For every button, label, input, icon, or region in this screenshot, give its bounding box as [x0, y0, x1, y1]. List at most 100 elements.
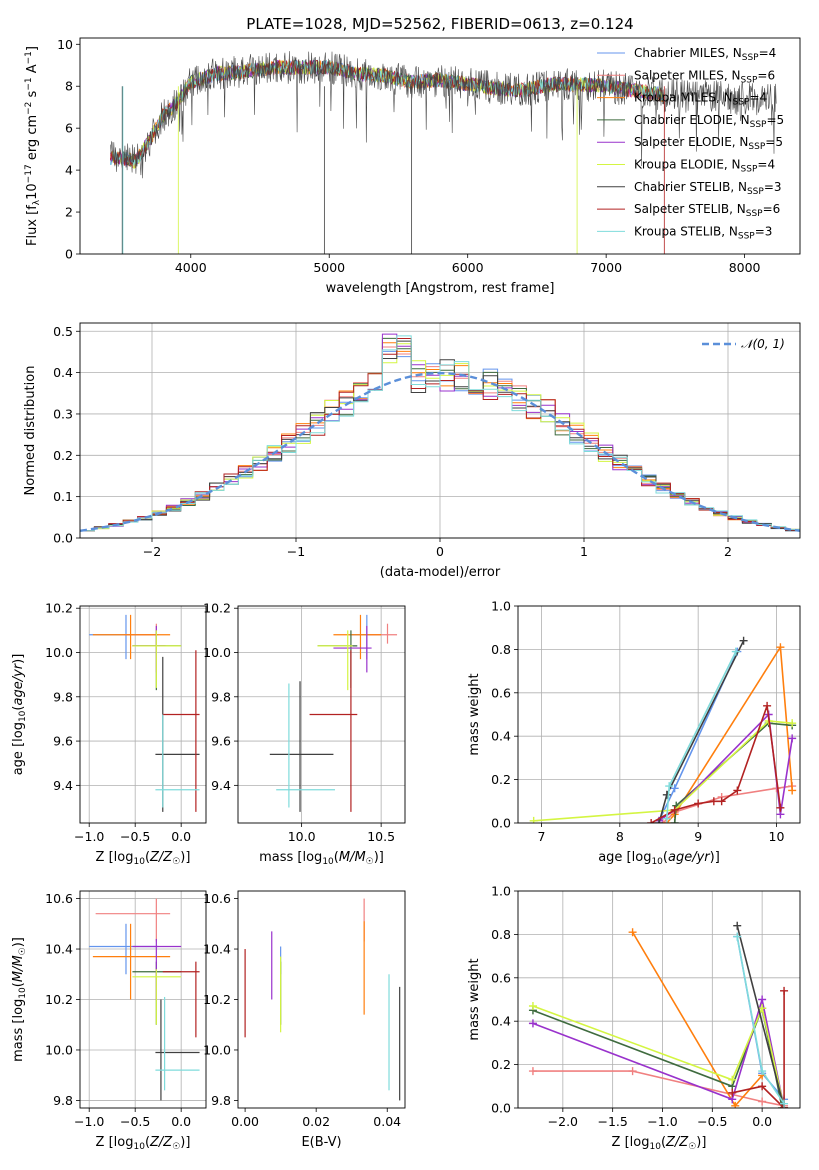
age-vs-z-ytick-label: 10.2 [45, 601, 73, 616]
massweight-vs-age-xtick-label: 7 [538, 829, 546, 844]
spectrum-legend: Chabrier MILES, NSSP=4 Salpeter MILES, NS… [597, 46, 784, 241]
legend-entry: Salpeter STELIB, NSSP=6 [634, 202, 780, 219]
age-vs-z-ytick-label: 9.4 [53, 778, 73, 793]
legend-entry: Kroupa MILES, NSSP=4 [634, 91, 767, 108]
massweight-marker [709, 797, 718, 806]
age-vs-z-xtick-label: 0.0 [171, 829, 191, 844]
age-vs-mass-ytick-label: 9.4 [211, 778, 231, 793]
massweight-vs-age-ytick-label: 0.6 [491, 685, 511, 700]
massweight-vs-age-xtick-label: 10 [769, 829, 785, 844]
massweight-vs-z-xtick-label: −1.5 [597, 1114, 627, 1129]
legend-entry: Chabrier MILES, NSSP=4 [634, 46, 776, 63]
spectrum-ytick-label: 8 [65, 79, 73, 94]
mass-vs-z-xlabel: Z [log10(Z/Z☉)] [96, 1135, 191, 1152]
spectrum-ytick-label: 0 [65, 247, 73, 262]
massweight-marker [628, 1067, 637, 1076]
spectrum-xtick-label: 5000 [313, 260, 345, 275]
massweight-vs-z-ytick-label: 0.8 [491, 927, 511, 942]
age-vs-mass-xtick-label: 10.5 [367, 829, 395, 844]
massweight-series [532, 999, 785, 1108]
massweight-marker [694, 799, 703, 808]
age-vs-z-xtick-label: −1.0 [74, 829, 104, 844]
massweight-marker [529, 816, 538, 823]
massweight-marker [733, 786, 742, 795]
residuals-xtick-label: −2 [143, 544, 161, 559]
mass-vs-ebv-ytick-label: 10.6 [203, 891, 231, 906]
mass-vs-ebv-frame [237, 890, 406, 1109]
legend-entry: Kroupa STELIB, NSSP=3 [634, 224, 772, 241]
massweight-vs-z-ytick-label: 0.0 [491, 1101, 511, 1116]
mass-vs-z-frame [79, 890, 207, 1109]
massweight-vs-age-xlabel: age [log10(age/yr)] [598, 850, 720, 867]
massweight-vs-z-ytick-label: 1.0 [491, 884, 511, 899]
massweight-marker [758, 1067, 767, 1076]
massweight-vs-age-ytick-label: 0.0 [491, 816, 511, 831]
age-vs-z-ytick-label: 10.0 [45, 645, 73, 660]
age-vs-mass-xtick-label: 10.0 [288, 829, 316, 844]
spectrum-line [110, 51, 777, 179]
legend-entry: Chabrier ELODIE, NSSP=5 [634, 113, 784, 130]
spectrum-xtick-label: 8000 [729, 260, 761, 275]
massweight-vs-z-plot-area [518, 891, 800, 1108]
spectrum-xtick-label: 7000 [590, 260, 622, 275]
massweight-marker [758, 1097, 767, 1106]
age-vs-z-xtick-label: −0.5 [120, 829, 150, 844]
massweight-marker [528, 1019, 537, 1028]
massweight-vs-age-ytick-label: 0.8 [491, 642, 511, 657]
residuals-xtick-label: 2 [724, 544, 732, 559]
massweight-marker [662, 814, 671, 823]
histogram-series [80, 335, 800, 532]
massweight-marker [731, 647, 740, 656]
age-vs-mass-xlabel: mass [log10(M/M☉)] [259, 850, 384, 867]
spectrum-ylabel: Flux [fλ10−17 erg cm−2 s−1 A−1] [24, 46, 42, 246]
massweight-marker [780, 1099, 789, 1108]
mass-vs-z-xtick-label: 0.0 [171, 1114, 191, 1129]
legend-entry: Kroupa ELODIE, NSSP=4 [634, 158, 775, 175]
massweight-vs-age-ytick-label: 0.2 [491, 772, 511, 787]
legend-entry: Chabrier STELIB, NSSP=3 [634, 180, 782, 197]
massweight-vs-z-ytick-label: 0.2 [491, 1057, 511, 1072]
massweight-vs-z-data [528, 921, 789, 1108]
residuals-xlabel: (data-model)/error [380, 565, 501, 580]
massweight-marker [733, 921, 742, 930]
age-vs-z-ytick-label: 9.6 [53, 734, 73, 749]
mass-vs-z-grid [80, 891, 206, 1108]
legend-entry: Salpeter ELODIE, NSSP=5 [634, 135, 783, 152]
massweight-vs-z-xtick-label: −0.5 [697, 1114, 727, 1129]
mass-vs-ebv-ytick-label: 10.2 [203, 992, 231, 1007]
residuals-ytick-label: 0.2 [53, 448, 73, 463]
mass-vs-ebv-ytick-label: 10.0 [203, 1042, 231, 1057]
age-vs-z-axes: −1.0 −0.5 0.0 9.4 9.6 9.8 10.0 10.2 [45, 601, 206, 844]
residuals-xtick-label: 1 [580, 544, 588, 559]
massweight-vs-age-xtick-label: 9 [694, 829, 702, 844]
residuals-data [80, 333, 800, 532]
mass-vs-ebv-xtick-label: 0.00 [231, 1114, 259, 1129]
mass-vs-ebv-xtick-label: 0.04 [373, 1114, 401, 1129]
massweight-marker [655, 819, 663, 823]
massweight-marker [728, 1075, 737, 1084]
spectrum-ytick-label: 4 [65, 163, 73, 178]
massweight-vs-z-xlabel: Z [log10(Z/Z☉)] [612, 1135, 707, 1152]
spectrum-data [110, 51, 777, 254]
spectrum-xtick-label: 6000 [452, 260, 484, 275]
massweight-marker [528, 1067, 537, 1076]
massweight-vs-z-axes: −2.0 −1.5 −1.0 −0.5 0.0 0.0 0.2 0.4 0.6 0.8 1.0 [491, 884, 800, 1129]
massweight-marker [628, 928, 637, 937]
spectrum-ytick-label: 10 [57, 37, 73, 52]
mass-vs-ebv-xtick-label: 0.02 [302, 1114, 330, 1129]
massweight-vs-age-ytick-label: 0.4 [491, 729, 511, 744]
residuals-xtick-label: −1 [287, 544, 305, 559]
mass-vs-ebv-ytick-label: 9.8 [211, 1093, 231, 1108]
massweight-vs-z-ytick-label: 0.6 [491, 970, 511, 985]
mass-vs-ebv-axes: 0.00 0.02 0.04 9.8 10.0 10.2 10.4 10.6 [203, 891, 405, 1129]
massweight-marker [758, 1004, 767, 1013]
massweight-vs-age-axes: 7 8 9 10 0.0 0.2 0.4 0.6 0.8 1.0 [491, 599, 800, 844]
massweight-vs-z-xtick-label: 0.0 [752, 1114, 772, 1129]
massweight-marker [788, 719, 797, 728]
massweight-marker [776, 803, 785, 812]
massweight-vs-age-data [529, 636, 797, 823]
age-vs-z-frame [79, 605, 207, 824]
spectrum-axes: 4000 5000 6000 7000 8000 0 2 4 6 8 10 [57, 37, 800, 275]
massweight-vs-z-xtick-label: −2.0 [548, 1114, 578, 1129]
